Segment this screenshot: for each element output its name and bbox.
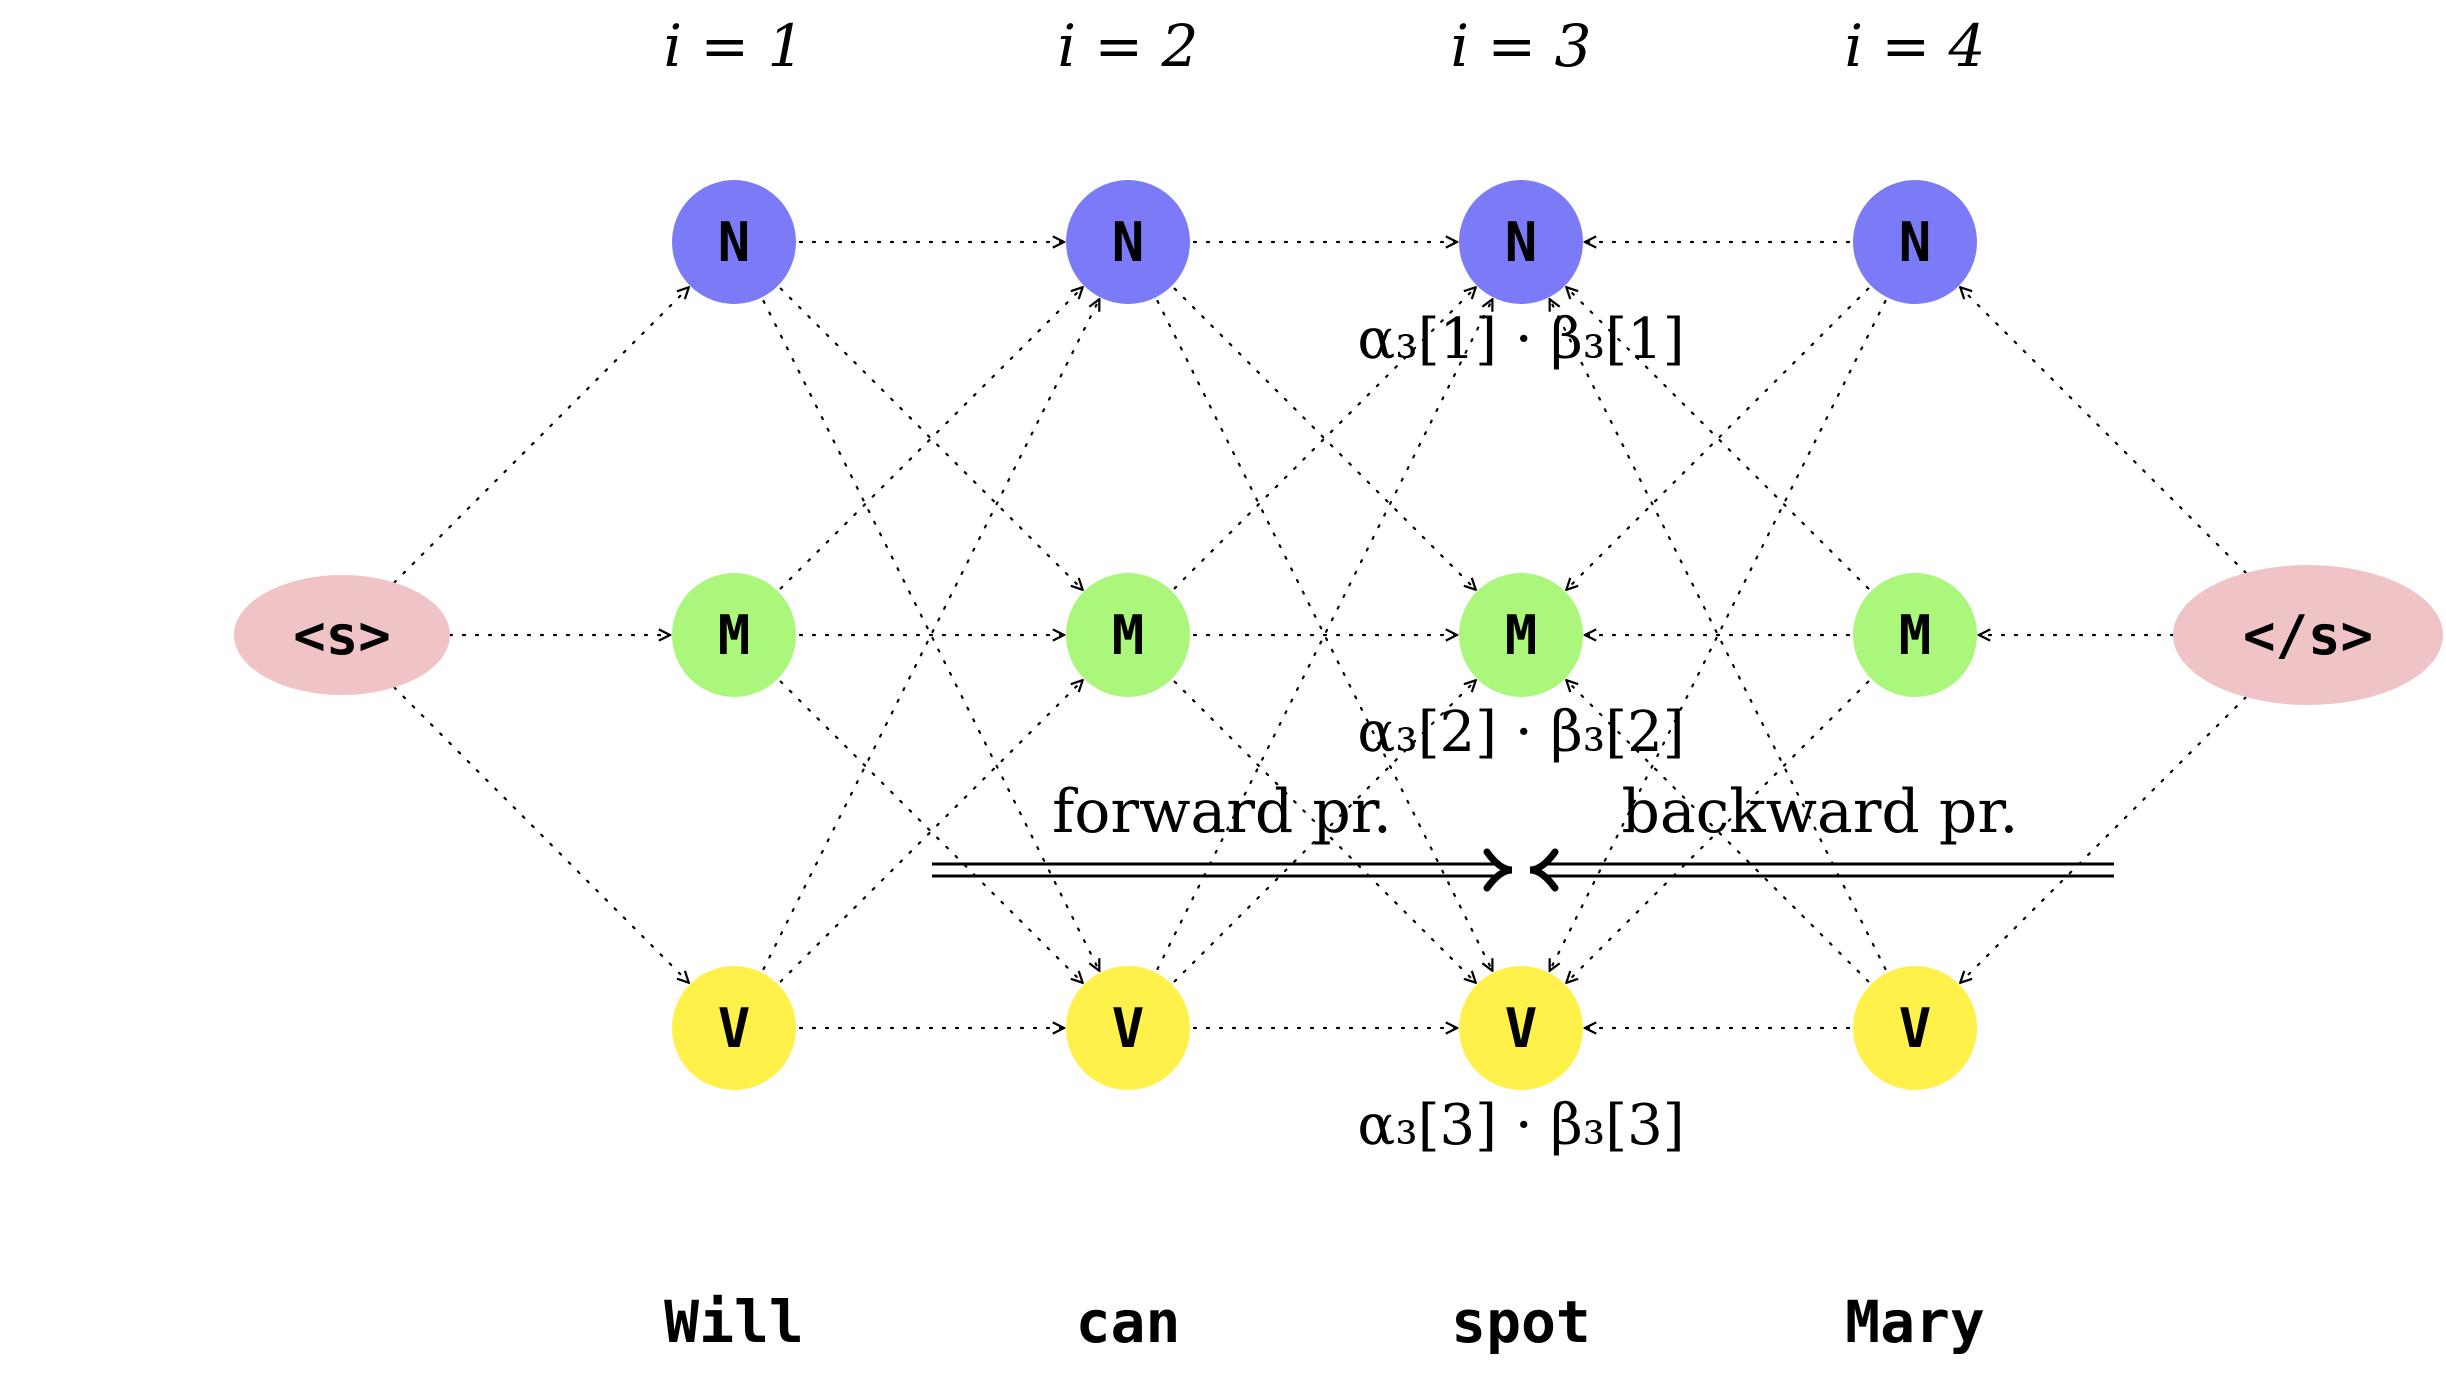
alpha-beta-annotations: α₃[1] · β₃[1] α₃[2] · β₃[2] α₃[3] · β₃[3… [1357, 307, 1684, 1158]
state-label-n-2: N [1112, 211, 1145, 274]
word-4: Mary [1845, 1288, 1985, 1356]
state-nodes: N M V N M V N M V N M V [672, 180, 1977, 1090]
backward-arrow: backward pr. [1529, 777, 2114, 892]
state-label-m-2: M [1112, 604, 1145, 667]
edge-end-to-v [1960, 696, 2247, 983]
column-header-3: i = 3 [1451, 12, 1592, 80]
column-header-1: i = 1 [664, 12, 805, 80]
state-label-v-1: V [718, 997, 751, 1060]
state-node-v-4 [1853, 966, 1977, 1090]
edge-forward-1-n-m [779, 287, 1083, 590]
state-label-n-3: N [1505, 211, 1538, 274]
state-node-n-4 [1853, 180, 1977, 304]
column-headers: i = 1 i = 2 i = 3 i = 4 [664, 12, 1986, 80]
transition-edges [393, 242, 2247, 1028]
edge-backward-n-v [1550, 299, 1887, 971]
state-node-m-4 [1853, 573, 1977, 697]
state-label-v-4: V [1899, 997, 1932, 1060]
state-label-v-2: V [1112, 997, 1145, 1060]
edge-forward-2-v-n [1156, 299, 1493, 971]
state-node-n-3 [1459, 180, 1583, 304]
state-node-m-2 [1066, 573, 1190, 697]
end-node-shape [2173, 565, 2443, 705]
state-node-v-1 [672, 966, 796, 1090]
state-label-n-1: N [718, 211, 751, 274]
edge-forward-1-n-v [762, 299, 1100, 971]
edge-forward-2-n-v [1156, 299, 1493, 971]
state-label-m-4: M [1899, 604, 1932, 667]
state-node-v-3 [1459, 966, 1583, 1090]
start-node-shape [234, 575, 450, 695]
forward-label: forward pr. [1052, 777, 1392, 847]
annotation-m: α₃[2] · β₃[2] [1357, 700, 1684, 765]
edge-backward-v-n [1550, 299, 1887, 971]
annotation-v: α₃[3] · β₃[3] [1357, 1093, 1684, 1158]
edge-start-to-v [393, 686, 688, 982]
edge-start-to-n [393, 287, 688, 584]
state-label-m-1: M [718, 604, 751, 667]
word-2: can [1076, 1288, 1181, 1356]
start-node-label: <s> [293, 604, 391, 667]
state-node-m-3 [1459, 573, 1583, 697]
edge-forward-1-v-n [762, 299, 1100, 971]
start-node: <s> [234, 575, 450, 695]
sentence-words: Will can spot Mary [664, 1288, 1985, 1356]
word-1: Will [664, 1288, 804, 1356]
edge-end-to-n [1960, 287, 2247, 574]
forward-arrow-head [1483, 848, 1513, 892]
edge-forward-1-v-m [779, 680, 1083, 983]
end-node: </s> [2173, 565, 2443, 705]
state-node-n-1 [672, 180, 796, 304]
forward-arrow: forward pr. [932, 777, 1513, 892]
backward-arrow-head [1529, 848, 1559, 892]
word-3: spot [1451, 1288, 1591, 1356]
state-node-v-2 [1066, 966, 1190, 1090]
edge-forward-1-m-v [779, 680, 1083, 983]
state-label-n-4: N [1899, 211, 1932, 274]
column-header-2: i = 2 [1058, 12, 1199, 80]
annotation-n: α₃[1] · β₃[1] [1357, 307, 1684, 372]
backward-label: backward pr. [1621, 777, 2018, 847]
state-label-v-3: V [1505, 997, 1538, 1060]
state-label-m-3: M [1505, 604, 1538, 667]
end-node-label: </s> [2243, 604, 2373, 667]
state-node-m-1 [672, 573, 796, 697]
edge-forward-1-m-n [779, 287, 1083, 590]
column-header-4: i = 4 [1845, 12, 1986, 80]
state-node-n-2 [1066, 180, 1190, 304]
